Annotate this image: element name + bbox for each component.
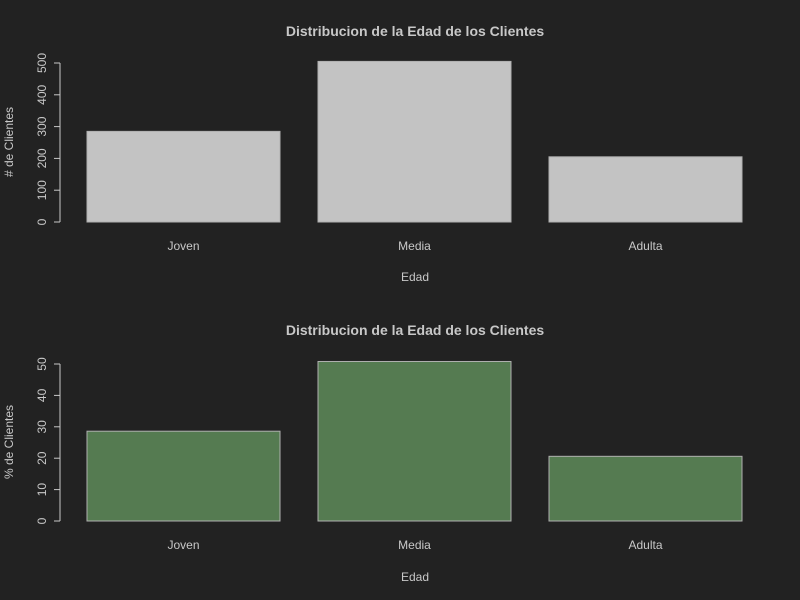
y-tick-label: 400 <box>35 84 49 104</box>
chart-percent-by-age: Distribucion de la Edad de los Clientes … <box>2 322 743 584</box>
chart-title: Distribucion de la Edad de los Clientes <box>286 322 544 338</box>
y-axis: 0 10 20 30 40 50 <box>35 357 61 524</box>
bar-adulta <box>548 156 743 223</box>
x-tick-label: Adulta <box>628 239 662 253</box>
y-axis-label: % de Clientes <box>2 405 16 479</box>
x-axis-label: Edad <box>401 570 429 584</box>
bar-media <box>317 360 512 522</box>
chart-count-by-age: Distribucion de la Edad de los Clientes … <box>2 23 743 284</box>
bar-joven <box>86 430 281 522</box>
y-tick-label: 200 <box>35 148 49 168</box>
bars-group <box>86 60 743 223</box>
bar-media <box>317 60 512 223</box>
x-tick-label: Media <box>398 239 431 253</box>
x-tick-label: Adulta <box>628 538 662 552</box>
y-tick-label: 300 <box>35 116 49 136</box>
y-tick-label: 0 <box>35 517 49 524</box>
y-tick-label: 100 <box>35 180 49 200</box>
chart-title: Distribucion de la Edad de los Clientes <box>286 23 544 39</box>
y-tick-label: 10 <box>35 483 49 497</box>
bar-joven <box>86 130 281 223</box>
y-tick-label: 0 <box>35 218 49 225</box>
x-tick-label: Joven <box>167 538 199 552</box>
y-tick-label: 20 <box>35 451 49 465</box>
y-axis-label: # de Clientes <box>2 107 16 177</box>
x-tick-labels: Joven Media Adulta <box>167 538 662 552</box>
y-tick-label: 40 <box>35 388 49 402</box>
y-tick-label: 30 <box>35 420 49 434</box>
x-tick-labels: Joven Media Adulta <box>167 239 662 253</box>
x-tick-label: Joven <box>167 239 199 253</box>
bar-adulta <box>548 455 743 522</box>
y-axis: 0 100 200 300 400 500 <box>35 53 61 225</box>
x-tick-label: Media <box>398 538 431 552</box>
x-axis-label: Edad <box>401 270 429 284</box>
y-tick-label: 500 <box>35 53 49 73</box>
bars-group <box>86 360 743 522</box>
y-tick-label: 50 <box>35 357 49 371</box>
